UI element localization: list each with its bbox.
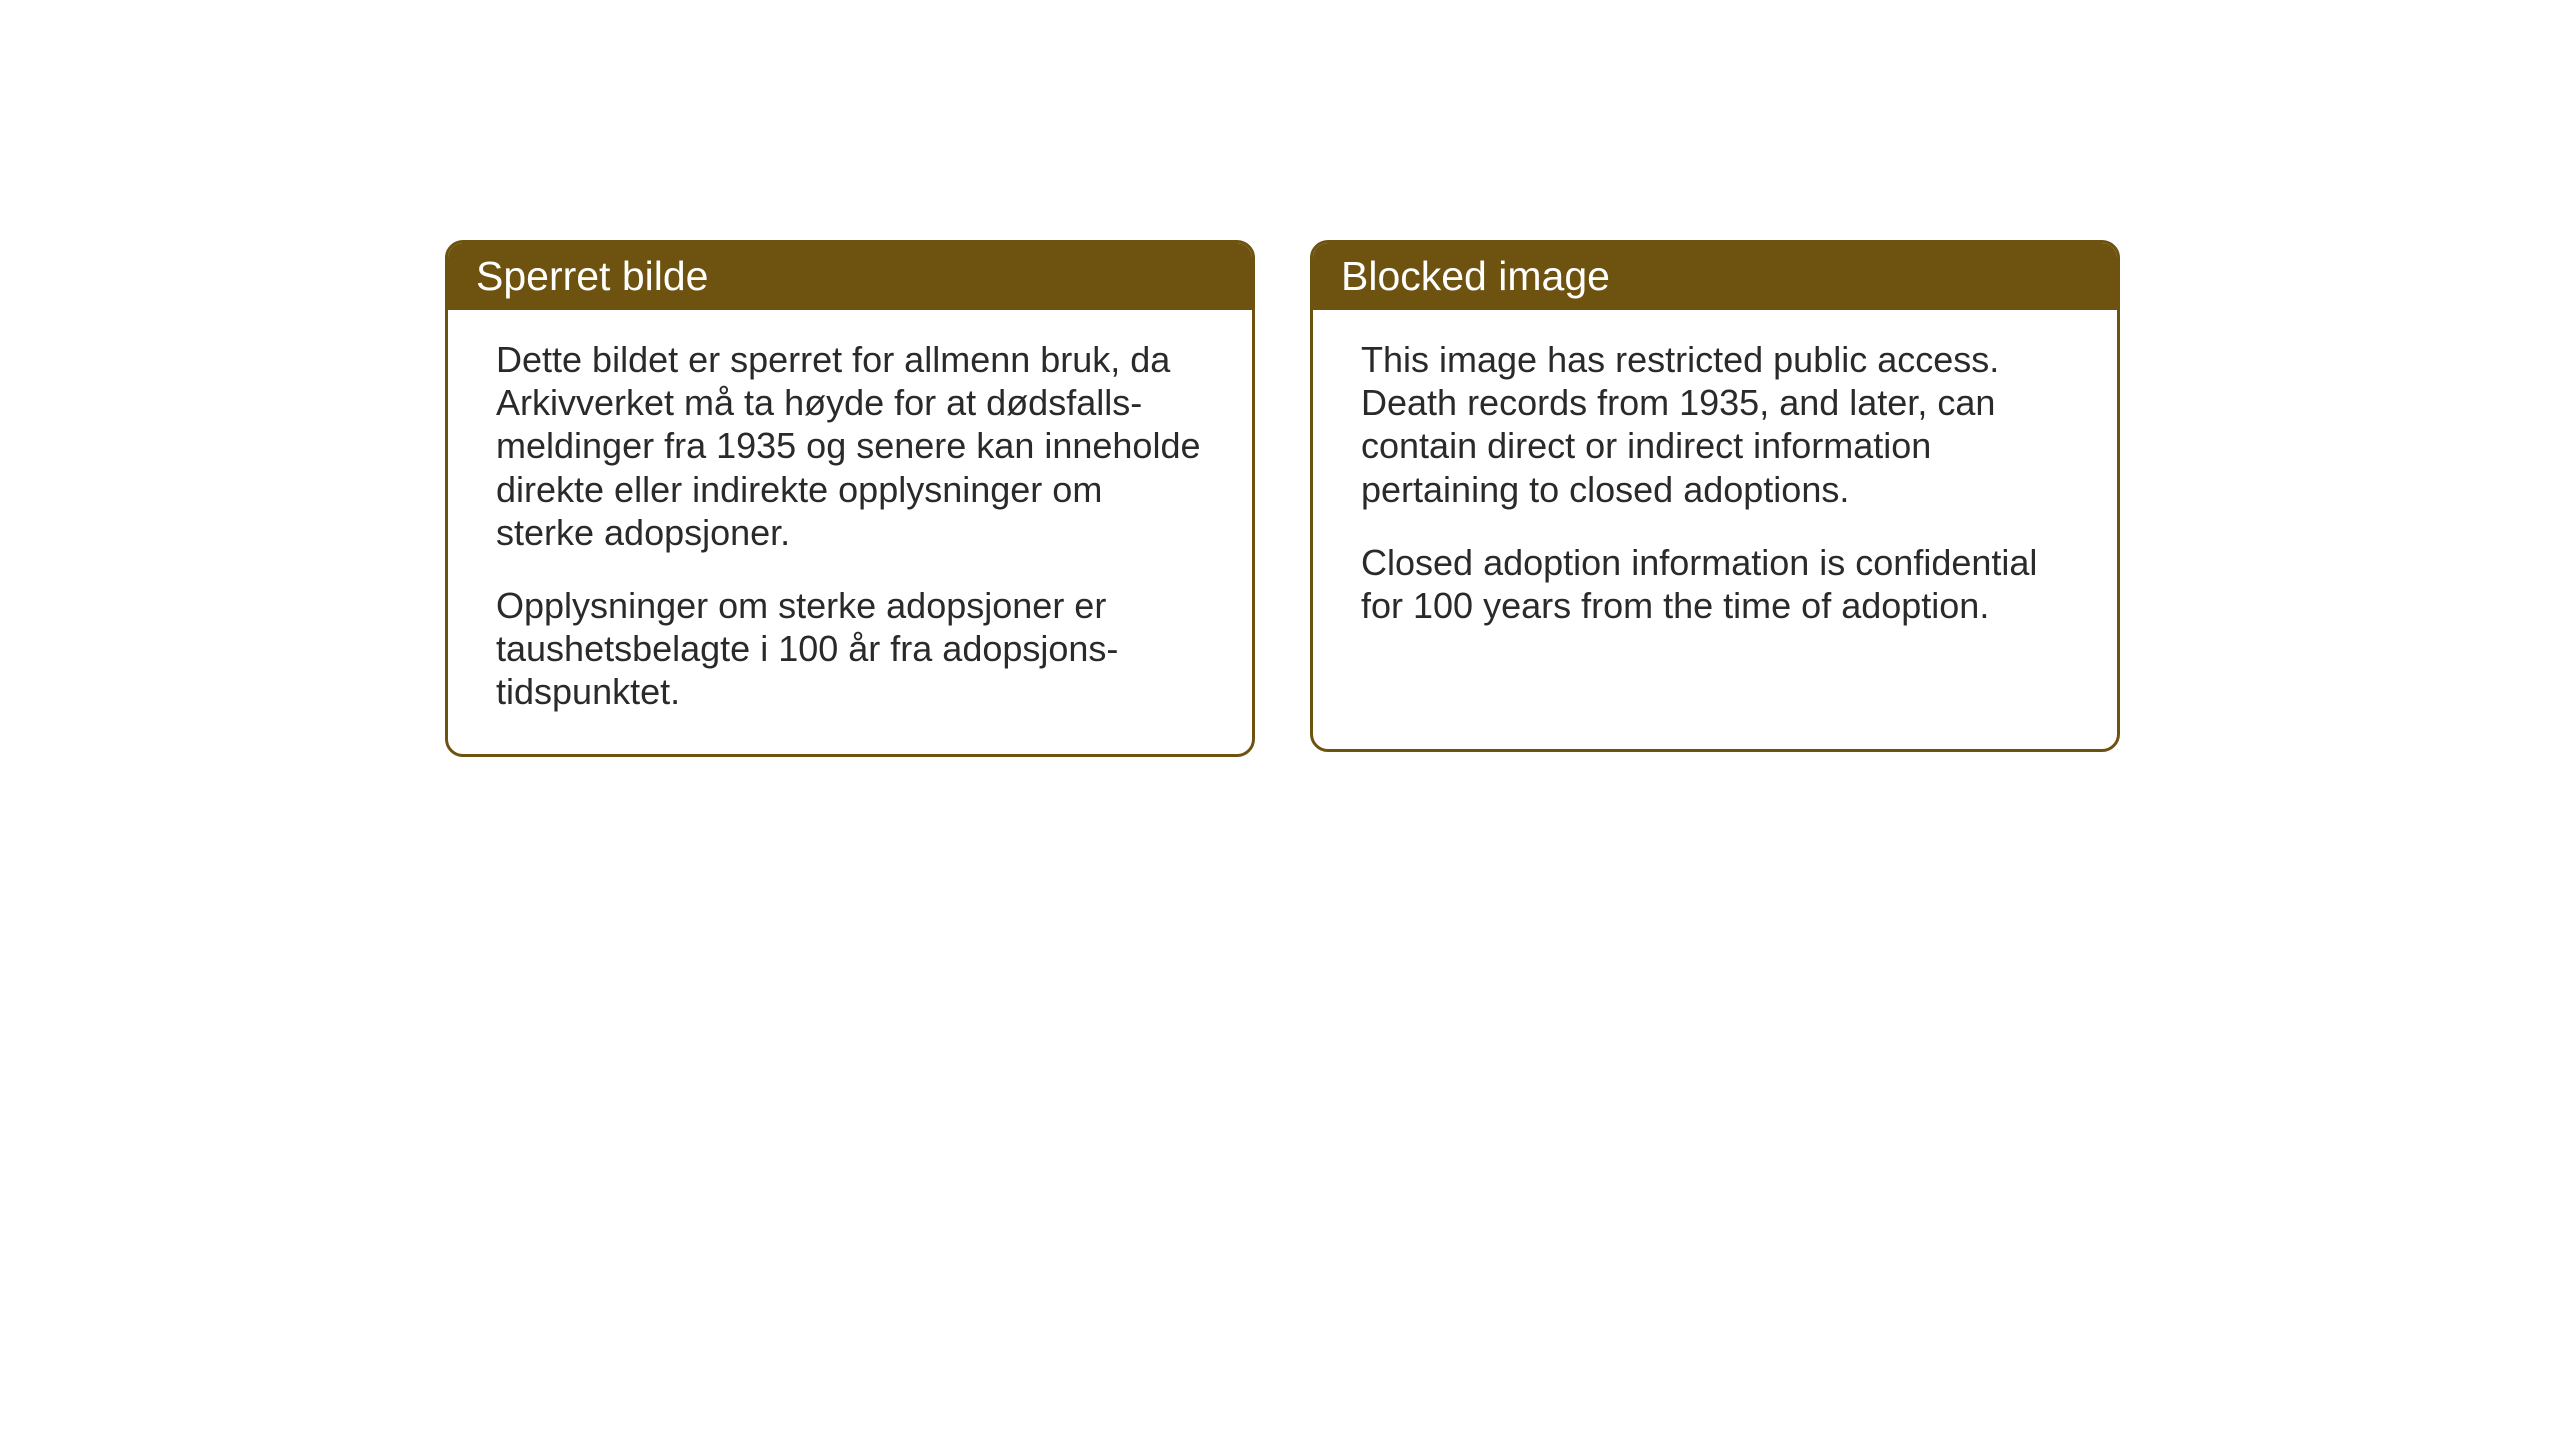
notice-card-english: Blocked image This image has restricted … bbox=[1310, 240, 2120, 752]
card-header-english: Blocked image bbox=[1313, 243, 2117, 310]
card-paragraph-1-norwegian: Dette bildet er sperret for allmenn bruk… bbox=[496, 338, 1204, 554]
card-paragraph-2-norwegian: Opplysninger om sterke adopsjoner er tau… bbox=[496, 584, 1204, 714]
card-body-norwegian: Dette bildet er sperret for allmenn bruk… bbox=[448, 310, 1252, 754]
card-paragraph-1-english: This image has restricted public access.… bbox=[1361, 338, 2069, 511]
card-header-norwegian: Sperret bilde bbox=[448, 243, 1252, 310]
card-body-english: This image has restricted public access.… bbox=[1313, 310, 2117, 667]
notice-container: Sperret bilde Dette bildet er sperret fo… bbox=[445, 240, 2120, 757]
card-paragraph-2-english: Closed adoption information is confident… bbox=[1361, 541, 2069, 627]
notice-card-norwegian: Sperret bilde Dette bildet er sperret fo… bbox=[445, 240, 1255, 757]
